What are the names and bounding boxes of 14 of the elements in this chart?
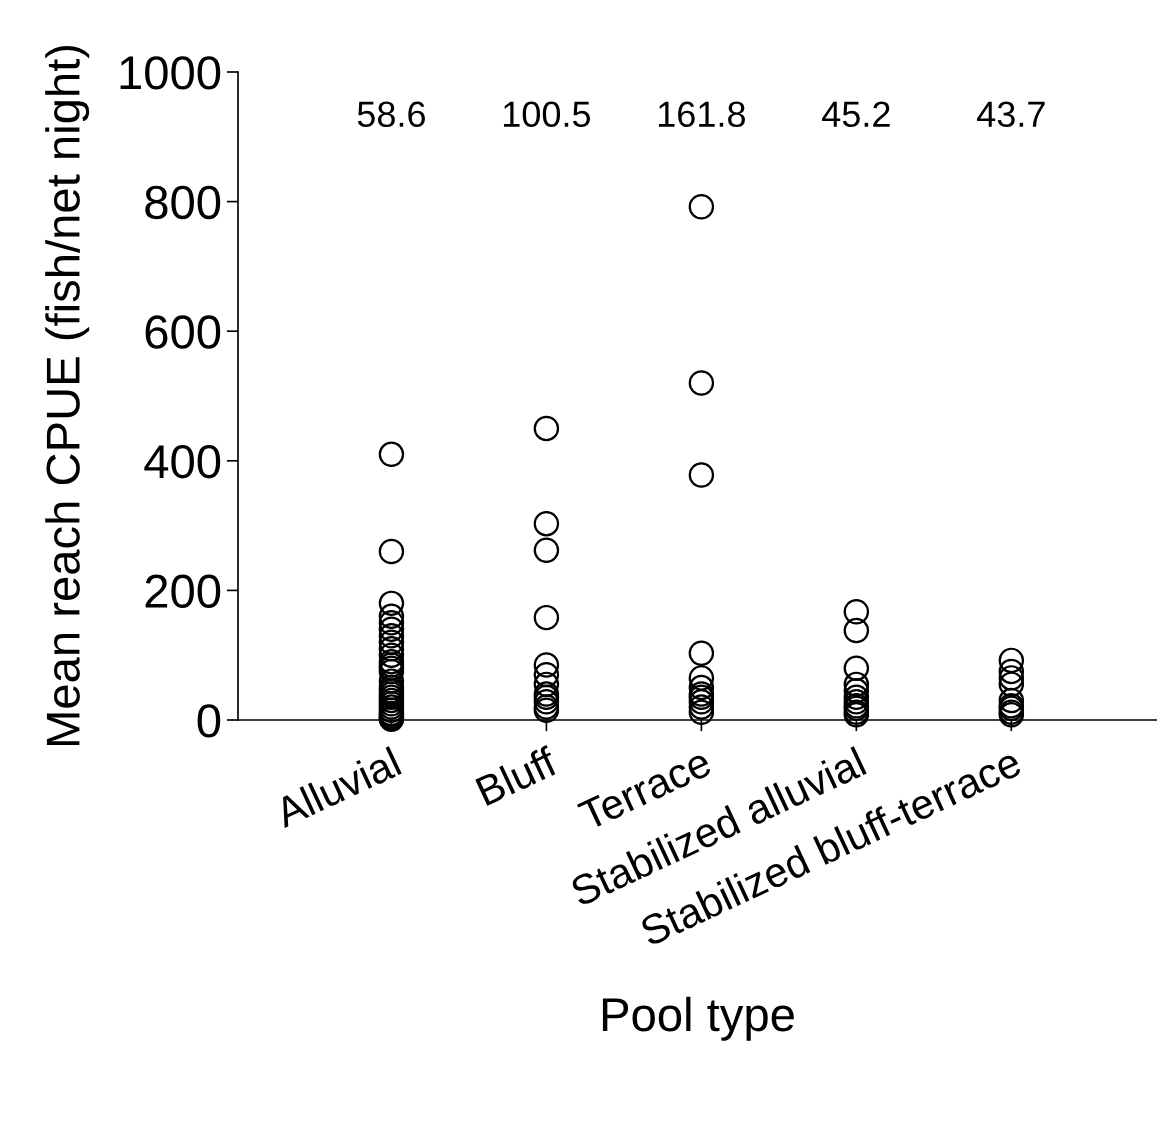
y-axis-title: Mean reach CPUE (fish/net night) — [45, 45, 90, 746]
y-tick-label: 0 — [197, 704, 221, 738]
y-tick-label: 600 — [145, 315, 221, 349]
annotation: 43.7 — [977, 101, 1045, 128]
y-tick-label: 200 — [145, 574, 221, 608]
y-tick-label: 1000 — [120, 56, 221, 90]
annotation: 161.8 — [658, 101, 745, 128]
x-axis-title: Pool type — [602, 996, 794, 1041]
y-tick-label: 800 — [145, 185, 221, 220]
annotation: 58.6 — [357, 101, 425, 128]
y-tick-label: 400 — [144, 444, 221, 479]
annotation: 100.5 — [503, 101, 591, 128]
annotation: 45.2 — [822, 101, 890, 128]
x-tick-label: Bluff — [474, 744, 560, 807]
